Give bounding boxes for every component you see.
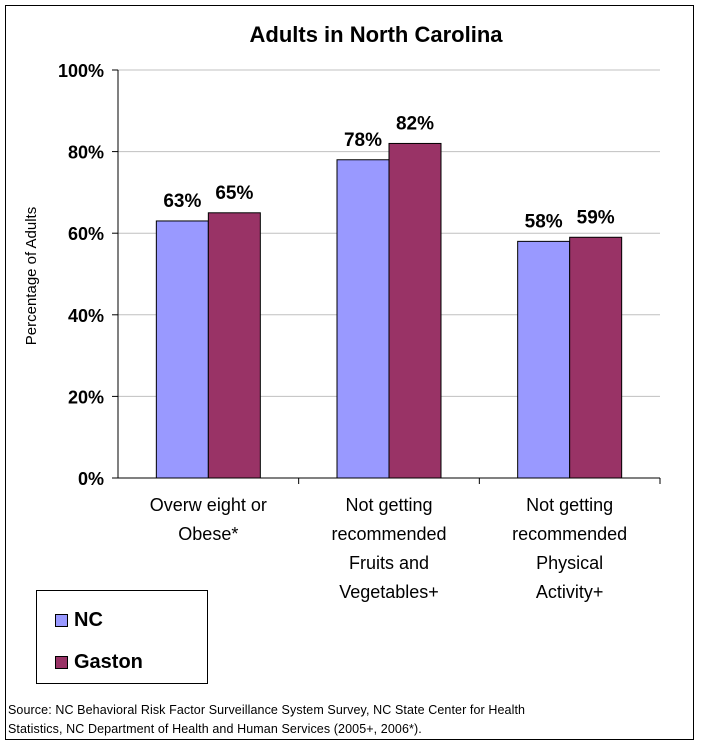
- legend-swatch-nc: [55, 614, 68, 627]
- bar-nc: [517, 240, 571, 479]
- plot-area: 0% 20% 40% 60% 80% 100% 63% 65% Overw eight or Ob…: [58, 61, 661, 602]
- x-tick-label: Not getting: [526, 495, 613, 515]
- y-tick-label: 0%: [78, 469, 104, 489]
- source-note: Source: NC Behavioral Risk Factor Survei…: [8, 701, 688, 739]
- chart-title: Adults in North Carolina: [250, 22, 504, 47]
- legend-swatch-gaston: [55, 656, 68, 669]
- legend-label-nc: NC: [74, 609, 103, 631]
- y-tick-label: 40%: [68, 306, 104, 326]
- bar-nc: [155, 220, 209, 479]
- legend-label-gaston: Gaston: [74, 651, 143, 673]
- y-tick-label: 80%: [68, 143, 104, 163]
- x-tick-label: Activity+: [536, 582, 604, 602]
- legend-item-gaston: Gaston: [55, 651, 143, 674]
- data-label: 59%: [577, 207, 615, 228]
- bar-gaston: [388, 142, 442, 479]
- x-tick-label: Vegetables+: [339, 582, 439, 602]
- data-label: 65%: [215, 183, 253, 204]
- legend: NC Gaston: [36, 590, 208, 684]
- bar-nc: [336, 159, 390, 479]
- bar-gaston: [569, 236, 623, 479]
- y-tick-label: 60%: [68, 224, 104, 244]
- legend-item-nc: NC: [55, 609, 103, 632]
- data-label: 82%: [396, 113, 434, 134]
- x-tick-label: Physical: [536, 553, 603, 573]
- x-tick-label: Overw eight or: [150, 495, 267, 515]
- y-tick-label: 100%: [58, 61, 104, 81]
- x-tick-label: recommended: [512, 524, 627, 544]
- data-label: 63%: [163, 191, 201, 212]
- x-tick-label: recommended: [331, 524, 446, 544]
- data-label: 58%: [525, 211, 563, 232]
- source-line-1: Source: NC Behavioral Risk Factor Survei…: [8, 703, 526, 717]
- data-label: 78%: [344, 130, 382, 151]
- x-tick-label: Fruits and: [349, 553, 429, 573]
- source-line-2: Statistics, NC Department of Health and …: [8, 722, 422, 736]
- x-tick-label: Obese*: [178, 524, 238, 544]
- x-tick-label: Not getting: [345, 495, 432, 515]
- bar-gaston: [207, 212, 261, 479]
- y-axis-label: Percentage of Adults: [23, 207, 40, 345]
- y-tick-label: 20%: [68, 387, 104, 407]
